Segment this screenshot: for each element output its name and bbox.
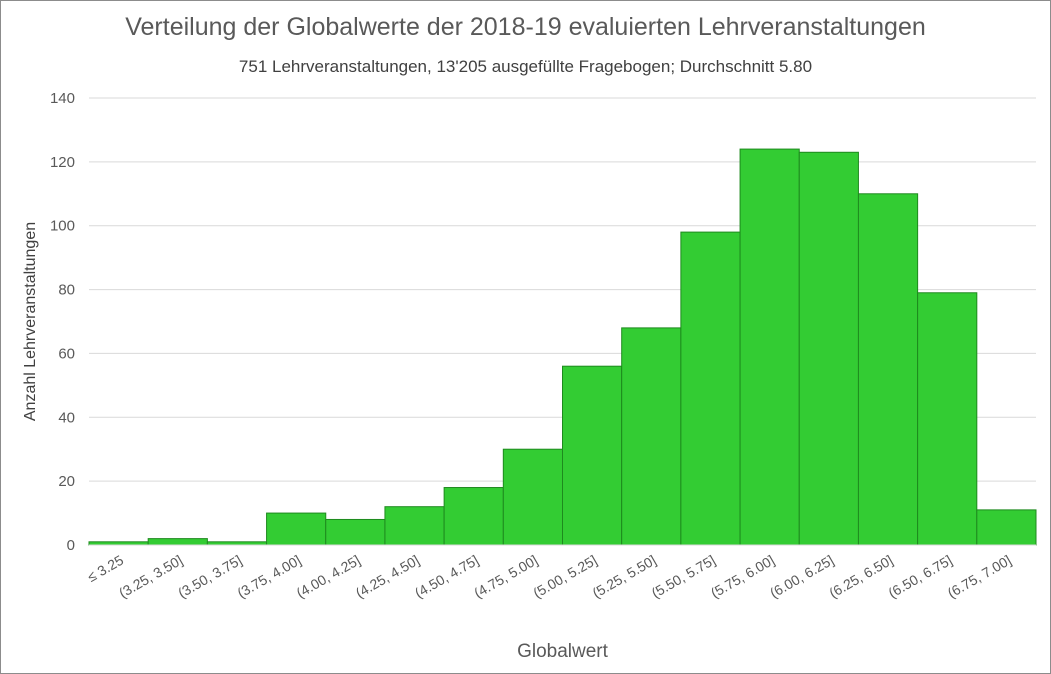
x-tick-label: (3.50, 3.75] <box>175 552 244 601</box>
y-tick-label: 20 <box>58 473 75 490</box>
bar <box>562 365 623 546</box>
y-axis-title: Anzahl Lehrveranstaltungen <box>22 222 39 421</box>
y-axis-ticks: 0 20 40 60 80 100 120 140 <box>50 90 75 554</box>
x-tick-label: (4.25, 4.50] <box>353 552 422 601</box>
x-tick-label: (3.75, 4.00] <box>234 552 303 601</box>
chart-subtitle: 751 Lehrveranstaltungen, 13'205 ausgefül… <box>238 57 813 76</box>
bar <box>147 538 208 546</box>
x-tick-label: (6.25, 6.50] <box>826 552 895 601</box>
bar <box>917 292 978 546</box>
bar <box>266 512 327 546</box>
x-axis-title: Globalwert <box>517 641 609 662</box>
chart-title: Verteilung der Globalwerte der 2018-19 e… <box>125 13 926 41</box>
x-tick-label: (5.75, 6.00] <box>708 552 777 601</box>
x-tick-label: (3.25, 3.50] <box>116 552 185 601</box>
bar <box>798 151 859 546</box>
x-tick-label: (4.75, 5.00] <box>471 552 540 601</box>
bar <box>976 509 1037 546</box>
bar <box>384 506 445 546</box>
bar <box>325 518 386 546</box>
x-tick-label: (5.00, 5.25] <box>530 552 599 601</box>
y-tick-label: 80 <box>58 282 75 299</box>
bar <box>502 448 563 546</box>
bar <box>680 231 741 546</box>
bar <box>857 193 919 546</box>
x-tick-label: (6.50, 6.75] <box>885 552 954 601</box>
y-tick-label: 0 <box>67 537 75 554</box>
y-tick-label: 140 <box>50 90 75 107</box>
x-tick-label: (5.50, 5.75] <box>649 552 718 601</box>
bars <box>88 148 1037 546</box>
x-tick-label: (4.50, 4.75] <box>412 552 481 601</box>
y-tick-label: 120 <box>50 154 75 171</box>
x-tick-label: (4.00, 4.25] <box>294 552 363 601</box>
x-tick-label: (5.25, 5.50] <box>589 552 658 601</box>
bar <box>739 148 800 546</box>
bar <box>443 487 504 546</box>
y-tick-label: 100 <box>50 218 75 235</box>
x-tick-label: (6.00, 6.25] <box>767 552 836 601</box>
y-tick-label: 40 <box>58 409 75 426</box>
x-axis-ticks: ≤ 3.25(3.25, 3.50](3.50, 3.75](3.75, 4.0… <box>84 552 1013 601</box>
bar <box>621 327 682 546</box>
y-tick-label: 60 <box>58 345 75 362</box>
x-tick-label: (6.75, 7.00] <box>945 552 1014 601</box>
x-tick-label: ≤ 3.25 <box>84 552 126 585</box>
